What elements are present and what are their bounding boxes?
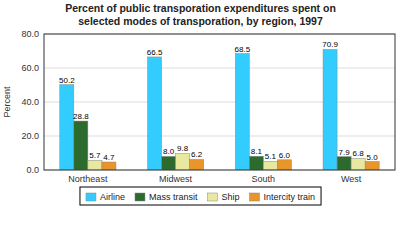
data-label: 66.5 [147, 48, 163, 57]
legend-entry: Intercity train [264, 192, 316, 202]
bar [190, 159, 204, 170]
legend-entry: Ship [221, 192, 239, 202]
data-label: 8.1 [251, 147, 263, 156]
bar [277, 160, 291, 170]
tick-label: 40.0 [21, 97, 39, 107]
bar [102, 162, 116, 170]
data-label: 5.7 [89, 151, 101, 160]
bar [365, 162, 379, 171]
tick-label: West [341, 174, 362, 184]
tick-label: 80.0 [21, 29, 39, 39]
tick-label: Northeast [68, 174, 108, 184]
tick-label: 0.0 [26, 165, 39, 175]
data-label: 9.8 [177, 144, 189, 153]
data-labels: 50.266.568.570.928.88.08.17.95.79.85.16.… [59, 40, 378, 162]
axis-label: Percent [2, 86, 12, 118]
data-label: 5.1 [265, 152, 277, 161]
plot-frame [44, 34, 395, 170]
x-axis: Northeast Midwest South West [68, 174, 361, 184]
data-label: 6.8 [353, 149, 365, 158]
data-label: 6.2 [191, 150, 203, 159]
data-label: 70.9 [322, 40, 338, 49]
legend-entry: Airline [100, 192, 125, 202]
tick-label: 20.0 [21, 131, 39, 141]
data-label: 28.8 [73, 112, 89, 121]
grid-line [44, 136, 395, 137]
legend-entry: Mass transit [149, 192, 198, 202]
tick-label: South [252, 174, 276, 184]
title: Percent of public transporation expendit… [65, 2, 336, 27]
bar [148, 57, 162, 170]
bar [88, 160, 102, 170]
bar [176, 153, 190, 170]
y-axis: 0.0 20.0 40.0 60.0 80.0 [21, 29, 395, 175]
data-label: 4.7 [103, 153, 115, 162]
bars [60, 49, 379, 170]
bar [337, 157, 351, 170]
legend-swatch [207, 193, 217, 201]
data-label: 6.0 [279, 151, 291, 160]
tick-label: Midwest [159, 174, 193, 184]
bar [323, 49, 337, 170]
tick-label: 60.0 [21, 63, 39, 73]
bar [235, 54, 249, 170]
legend: Airline Mass transit Ship Intercity train [80, 187, 321, 205]
chart: Percent of public transporation expendit… [0, 0, 401, 238]
legend-swatch [135, 193, 145, 201]
legend-frame [80, 187, 321, 205]
bar [263, 161, 277, 170]
data-label: 8.0 [163, 147, 175, 156]
legend-swatch [250, 193, 260, 201]
data-label: 50.2 [59, 76, 75, 85]
bar [74, 121, 88, 170]
grid-line [44, 68, 395, 69]
grid-line [44, 102, 395, 103]
data-label: 7.9 [339, 148, 351, 157]
bar [351, 158, 365, 170]
bar [162, 156, 176, 170]
legend-swatch [86, 193, 96, 201]
data-label: 68.5 [235, 45, 251, 54]
bar [249, 156, 263, 170]
bar [60, 85, 74, 170]
data-label: 5.0 [367, 153, 379, 162]
